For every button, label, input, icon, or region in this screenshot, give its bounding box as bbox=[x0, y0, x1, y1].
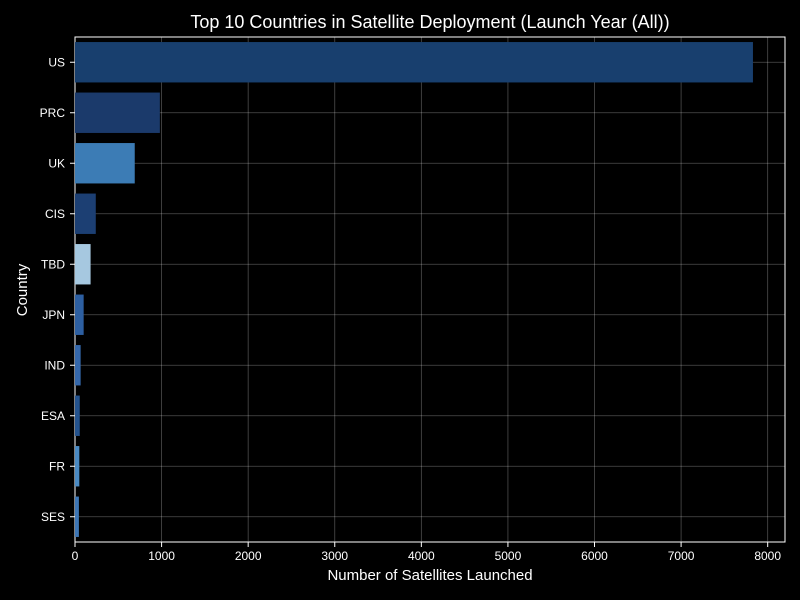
x-tick-label: 3000 bbox=[321, 549, 348, 563]
y-tick-label: TBD bbox=[41, 257, 65, 271]
bar-fr bbox=[75, 446, 80, 487]
x-tick-label: 2000 bbox=[235, 549, 262, 563]
y-tick-label: SES bbox=[41, 510, 65, 524]
bar-tbd bbox=[75, 244, 91, 285]
y-tick-label: UK bbox=[48, 156, 65, 170]
y-tick-label: US bbox=[48, 55, 65, 69]
y-axis-label: Country bbox=[14, 263, 31, 316]
bar-cis bbox=[75, 193, 96, 234]
chart-title: Top 10 Countries in Satellite Deployment… bbox=[190, 12, 669, 32]
x-tick-label: 4000 bbox=[408, 549, 435, 563]
bar-ses bbox=[75, 496, 79, 537]
y-tick-label: JPN bbox=[42, 308, 65, 322]
bar-esa bbox=[75, 395, 80, 436]
bars bbox=[75, 42, 753, 537]
x-axis-ticks: 0 1000 2000 3000 4000 5000 6000 7000 8000 bbox=[72, 542, 781, 563]
x-tick-label: 6000 bbox=[581, 549, 608, 563]
y-tick-label: PRC bbox=[40, 106, 66, 120]
y-tick-label: CIS bbox=[45, 207, 65, 221]
bar-us bbox=[75, 42, 753, 83]
bar-prc bbox=[75, 92, 160, 133]
y-tick-label: ESA bbox=[41, 409, 65, 423]
x-tick-label: 7000 bbox=[668, 549, 695, 563]
plot-area bbox=[74, 36, 786, 543]
x-tick-label: 1000 bbox=[148, 549, 175, 563]
x-axis-label: Number of Satellites Launched bbox=[327, 567, 532, 584]
x-tick-label: 5000 bbox=[495, 549, 522, 563]
y-tick-label: FR bbox=[49, 459, 65, 473]
bar-ind bbox=[75, 345, 81, 386]
y-tick-label: IND bbox=[44, 358, 65, 372]
bar-jpn bbox=[75, 294, 84, 335]
x-tick-label: 8000 bbox=[754, 549, 781, 563]
x-tick-label: 0 bbox=[72, 549, 79, 563]
bar-uk bbox=[75, 143, 135, 184]
y-axis-ticks: US PRC UK CIS TBD JPN IND ESA FR SES bbox=[40, 55, 75, 524]
